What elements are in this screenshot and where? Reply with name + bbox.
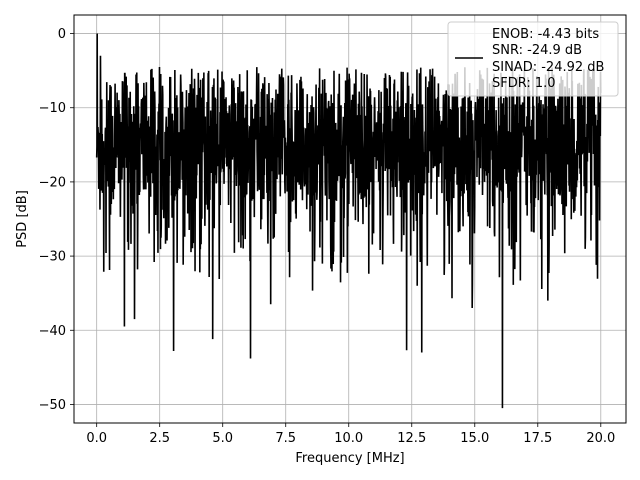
legend-snr: SNR: -24.9 dB	[492, 43, 582, 58]
legend-enob: ENOB: -4.43 bits	[492, 27, 599, 42]
x-tick-label: 17.5	[523, 431, 552, 446]
y-tick-label: 0	[58, 27, 66, 42]
y-tick-label: −50	[39, 398, 66, 413]
x-tick-label: 0.0	[86, 431, 107, 446]
legend: ENOB: -4.43 bits SNR: -24.9 dB SINAD: -2…	[447, 21, 619, 97]
x-axis-label: Frequency [MHz]	[295, 451, 404, 466]
y-tick-label: −30	[39, 250, 66, 265]
x-tick-label: 15.0	[460, 431, 489, 446]
x-tick-label: 20.0	[586, 431, 615, 446]
plot-frame	[73, 14, 627, 424]
legend-sfdr: SFDR: 1.0	[492, 76, 556, 91]
x-tick-label: 2.5	[149, 431, 170, 446]
x-tick-label: 10.0	[334, 431, 363, 446]
x-tick-label: 12.5	[397, 431, 426, 446]
y-tick-label: −20	[39, 175, 66, 190]
legend-sinad: SINAD: -24.92 dB	[492, 60, 604, 75]
x-tick-label: 7.5	[275, 431, 296, 446]
y-tick-label: −40	[39, 324, 66, 339]
y-axis: 0 −10 −20 −30 −40 −50	[39, 27, 74, 413]
legend-box	[447, 21, 619, 97]
y-tick-label: −10	[39, 101, 66, 116]
x-axis: 0.0 2.5 5.0 7.5 10.0 12.5 15.0 17.5 20.0	[86, 423, 615, 446]
psd-series-line	[95, 33, 602, 409]
plot-area	[95, 33, 602, 409]
y-axis-label: PSD [dB]	[15, 190, 30, 248]
x-tick-label: 5.0	[212, 431, 233, 446]
